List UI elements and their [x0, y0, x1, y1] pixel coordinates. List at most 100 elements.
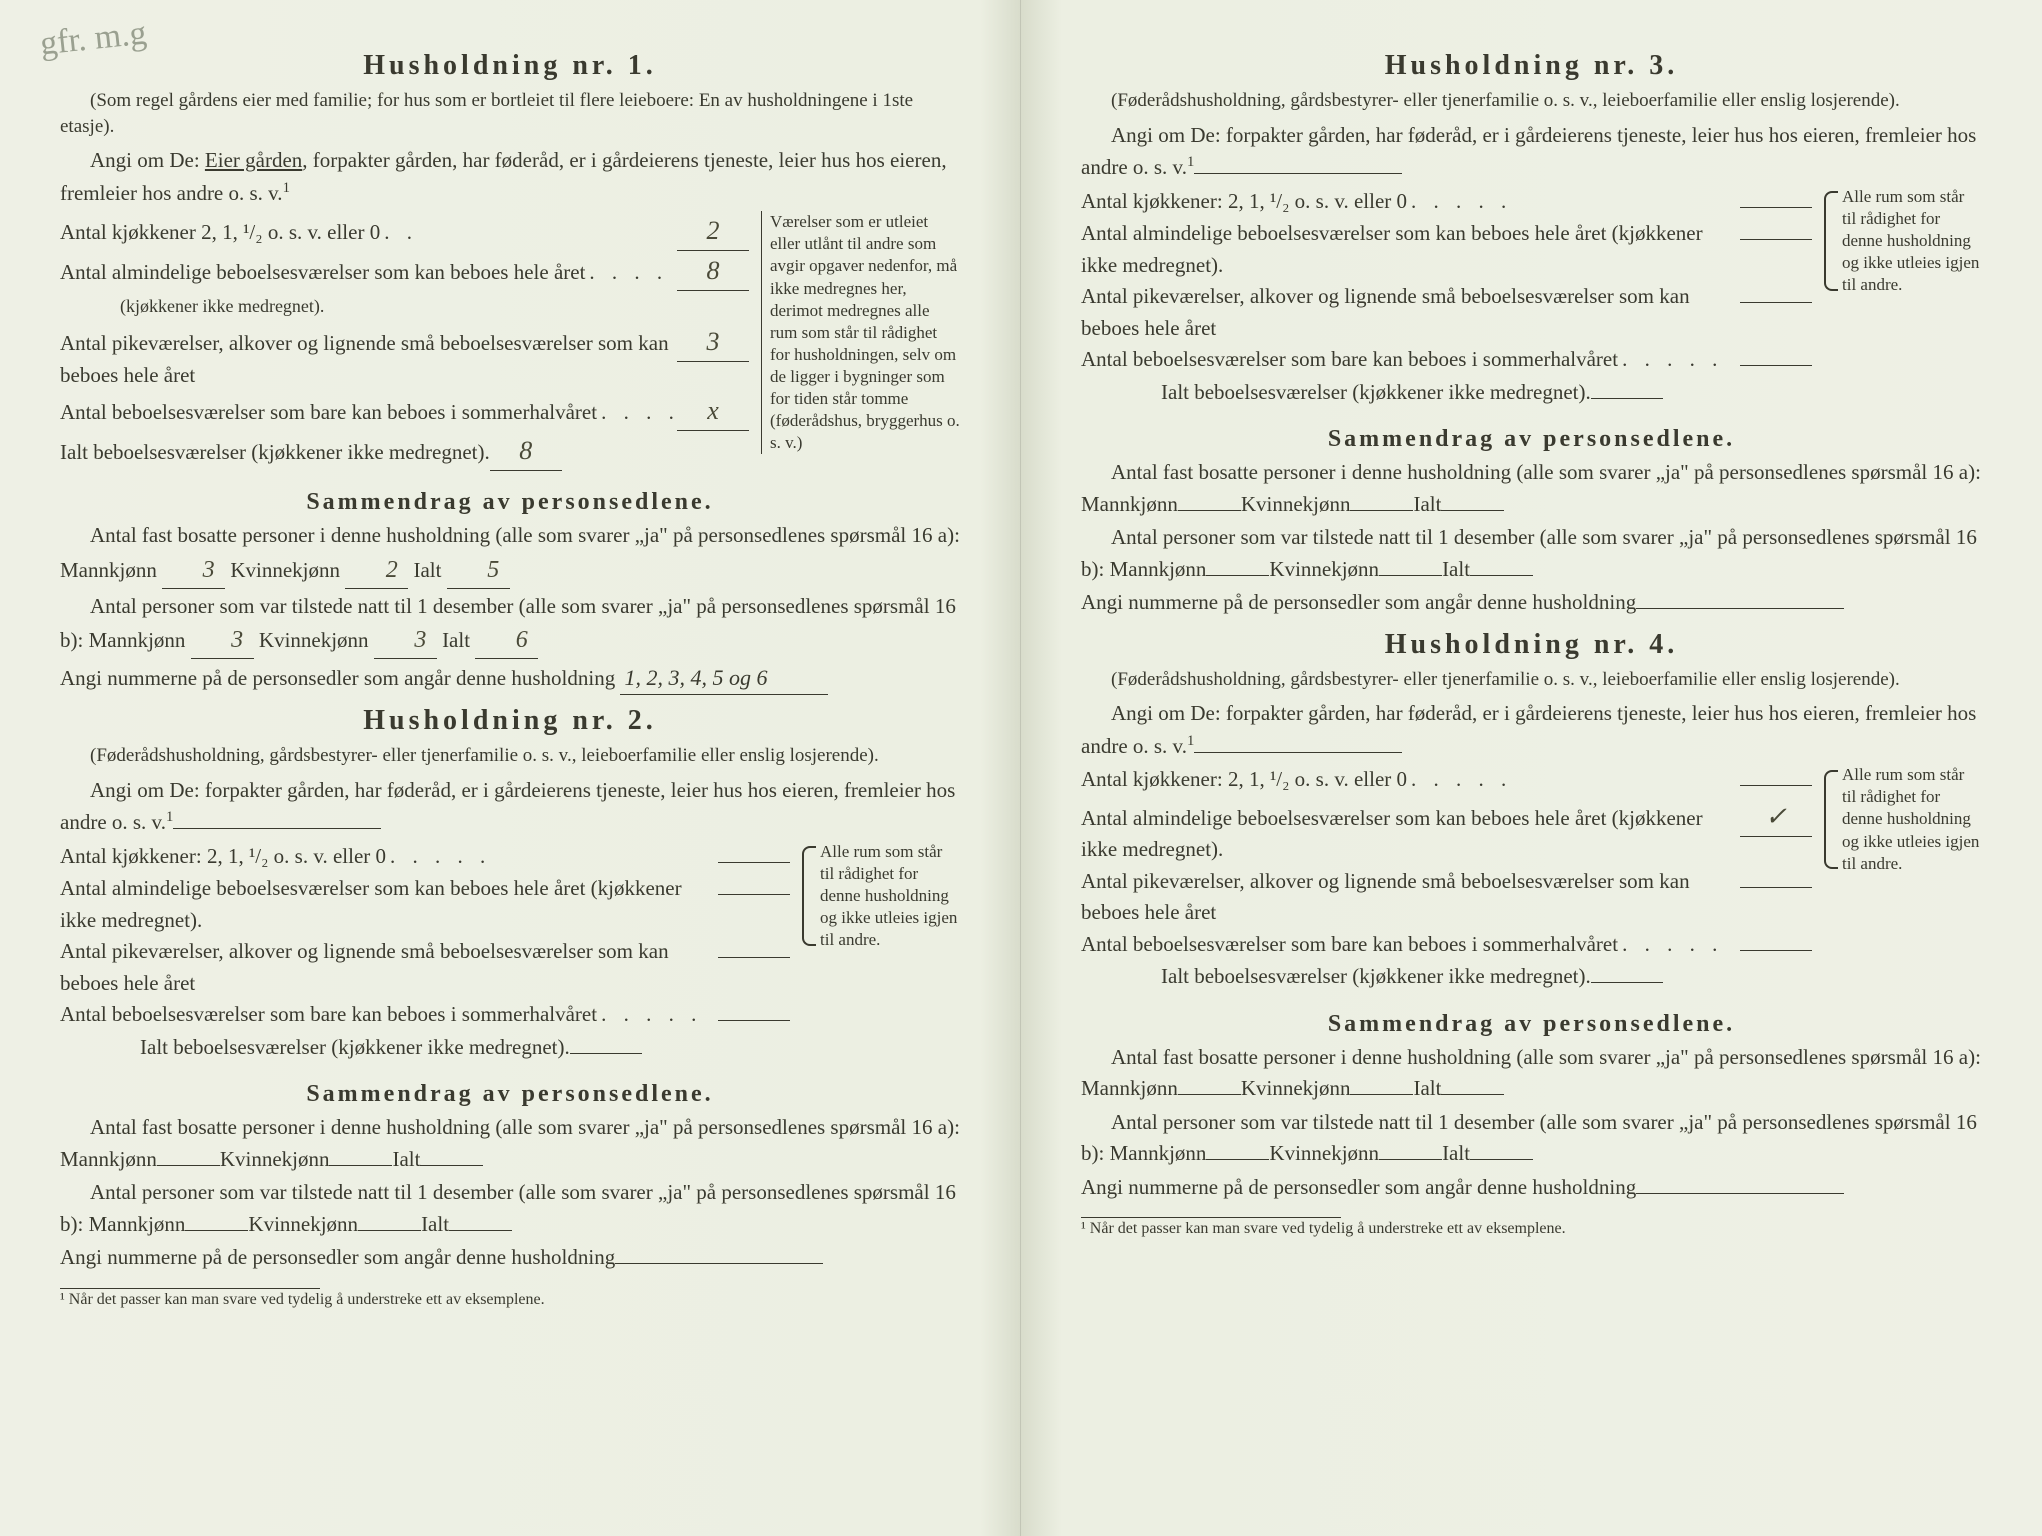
blank: [173, 828, 381, 829]
blank: [1636, 608, 1844, 609]
label: Ialt beboelsesværelser (kjøkkener ikke m…: [60, 1032, 570, 1064]
ialt-label: Ialt: [1413, 1076, 1441, 1100]
blank: [718, 894, 790, 895]
ialt-label: Ialt: [1413, 492, 1441, 516]
blank: [420, 1165, 483, 1166]
blank: [157, 1165, 220, 1166]
dots: . . . . . .: [601, 397, 673, 430]
hh4-sidenote: Alle rum som står til rådighet for denne…: [1824, 764, 1982, 874]
hh3-sidenote: Alle rum som står til rådighet for denne…: [1824, 186, 1982, 296]
label: Antal kjøkkener: 2, 1, ¹/₂ o. s. v. elle…: [1081, 186, 1407, 218]
blank: [1740, 239, 1812, 240]
hh3-tilstede-line: Antal personer som var tilstede natt til…: [1081, 522, 1982, 585]
hh2-paren: (Føderådshusholdning, gårdsbestyrer- ell…: [60, 743, 960, 769]
hh2-title: Husholdning nr. 2.: [60, 705, 960, 737]
blank: [1591, 398, 1663, 399]
blank: [1194, 752, 1402, 753]
blank: [1740, 887, 1812, 888]
dots: . . . . .: [390, 841, 714, 874]
dots: . .: [384, 217, 673, 250]
angi-underlined: Eier gården: [205, 148, 302, 172]
blank: [1206, 1159, 1269, 1160]
hh1-sommer-row: Antal beboelsesværelser som bare kan beb…: [60, 391, 749, 431]
hh1-kvinne-a: 2: [345, 552, 408, 589]
hh4-paren: (Føderådshusholdning, gårdsbestyrer- ell…: [1081, 667, 1982, 693]
hh1-kjokken-row: Antal kjøkkener 2, 1, ¹/₂ o. s. v. eller…: [60, 211, 749, 251]
hh3-kjokken-row: Antal kjøkkener: 2, 1, ¹/₂ o. s. v. elle…: [1081, 186, 1812, 219]
hh1-kvinne-b: 3: [374, 622, 437, 659]
hh2-rows-block: Antal kjøkkener: 2, 1, ¹/₂ o. s. v. elle…: [60, 841, 960, 1064]
document-spread: gfr. m.g Husholdning nr. 1. (Som regel g…: [0, 0, 2042, 1536]
blank: [1591, 982, 1663, 983]
hh4-title: Husholdning nr. 4.: [1081, 629, 1982, 661]
hh1-pike-row: Antal pikeværelser, alkover og lignende …: [60, 322, 749, 391]
ialt-label: Ialt: [413, 558, 441, 582]
blank: [615, 1263, 823, 1264]
ialt-label: Ialt: [442, 628, 470, 652]
hh4-sommer-row: Antal beboelsesværelser som bare kan beb…: [1081, 929, 1812, 962]
hh3-almind-row: Antal almindelige beboelsesværelser som …: [1081, 218, 1812, 281]
label: Antal beboelsesværelser som bare kan beb…: [60, 397, 597, 429]
hh1-kjokken-val: 2: [677, 211, 749, 251]
label: Antal kjøkkener: 2, 1, ¹/₂ o. s. v. elle…: [60, 841, 386, 873]
hh4-tilstede-line: Antal personer som var tilstede natt til…: [1081, 1107, 1982, 1170]
kvinne-label: Kvinnekjønn: [259, 628, 369, 652]
hh2-kjokken-row: Antal kjøkkener: 2, 1, ¹/₂ o. s. v. elle…: [60, 841, 790, 874]
hh3-paren: (Føderådshusholdning, gårdsbestyrer- ell…: [1081, 88, 1982, 114]
blank: [718, 957, 790, 958]
hh4-fast-line: Antal fast bosatte personer i denne hush…: [1081, 1042, 1982, 1105]
ialt-label: Ialt: [421, 1212, 449, 1236]
hh2-nummer-line: Angi nummerne på de personsedler som ang…: [60, 1242, 960, 1274]
text: Antal fast bosatte personer i denne hush…: [1081, 460, 1981, 516]
hh1-almind-val: 8: [677, 251, 749, 291]
text: Angi nummerne på de personsedler som ang…: [60, 1245, 615, 1269]
ialt-label: Ialt: [1442, 1141, 1470, 1165]
label: Antal pikeværelser, alkover og lignende …: [60, 936, 710, 999]
label: Antal pikeværelser, alkover og lignende …: [1081, 866, 1732, 929]
blank: [1350, 1094, 1413, 1095]
hh3-nummer-line: Angi nummerne på de personsedler som ang…: [1081, 587, 1982, 619]
hh1-ialt-b: 6: [475, 622, 538, 659]
label: Antal kjøkkener 2, 1, ¹/₂ o. s. v. eller…: [60, 217, 380, 249]
hh2-sidenote: Alle rum som står til rådighet for denne…: [802, 841, 960, 951]
text: Antal fast bosatte personer i denne hush…: [1081, 1045, 1981, 1101]
label: Antal pikeværelser, alkover og lignende …: [1081, 281, 1732, 344]
hh1-fast-line: Antal fast bosatte personer i denne hush…: [60, 520, 960, 589]
hh1-mann-a: 3: [162, 552, 225, 589]
hh1-sidenote: Værelser som er utleiet eller utlånt til…: [761, 211, 960, 454]
hh3-ialt-row: Ialt beboelsesværelser (kjøkkener ikke m…: [1081, 377, 1812, 409]
text: Antal fast bosatte personer i denne hush…: [60, 1115, 960, 1171]
blank: [1740, 365, 1812, 366]
dots: . . . . .: [1411, 764, 1736, 797]
sup1: 1: [283, 180, 290, 196]
kvinne-label: Kvinnekjønn: [1269, 557, 1379, 581]
kvinne-label: Kvinnekjønn: [230, 558, 340, 582]
hh1-almind-sub: (kjøkkener ikke medregnet).: [60, 293, 749, 320]
hh1-paren: (Som regel gårdens eier med familie; for…: [60, 88, 960, 139]
text: Angi nummerne på de personsedler som ang…: [1081, 590, 1636, 614]
blank: [1470, 1159, 1533, 1160]
kvinne-label: Kvinnekjønn: [1241, 1076, 1351, 1100]
kvinne-label: Kvinnekjønn: [1269, 1141, 1379, 1165]
blank: [1441, 1094, 1504, 1095]
hh2-pike-row: Antal pikeværelser, alkover og lignende …: [60, 936, 790, 999]
label: Antal pikeværelser, alkover og lignende …: [60, 328, 677, 391]
blank: [718, 1020, 790, 1021]
label: Antal almindelige beboelsesværelser som …: [60, 873, 710, 936]
footnote-left: ¹ Når det passer kan man svare ved tydel…: [60, 1291, 960, 1309]
sup1: 1: [1187, 733, 1194, 749]
footnote-right: ¹ Når det passer kan man svare ved tydel…: [1081, 1220, 1982, 1238]
blank: [185, 1230, 248, 1231]
hh4-summary-title: Sammendrag av personsedlene.: [1081, 1011, 1982, 1038]
text: Angi om De: forpakter gården, har føderå…: [1081, 701, 1976, 758]
hh2-ialt-row: Ialt beboelsesværelser (kjøkkener ikke m…: [60, 1032, 790, 1064]
hh3-title: Husholdning nr. 3.: [1081, 50, 1982, 82]
blank: [1740, 302, 1812, 303]
label: Antal almindelige beboelsesværelser som …: [1081, 803, 1732, 866]
hh1-sommer-val: x: [677, 391, 749, 431]
text: Angi nummerne på de personsedler som ang…: [1081, 1175, 1636, 1199]
hh4-rows-block: Antal kjøkkener: 2, 1, ¹/₂ o. s. v. elle…: [1081, 764, 1982, 993]
hh1-nummer-line: Angi nummerne på de personsedler som ang…: [60, 661, 960, 695]
text: Angi om De: forpakter gården, har føderå…: [60, 778, 955, 835]
text: Antal personer som var tilstede natt til…: [1081, 525, 1977, 581]
